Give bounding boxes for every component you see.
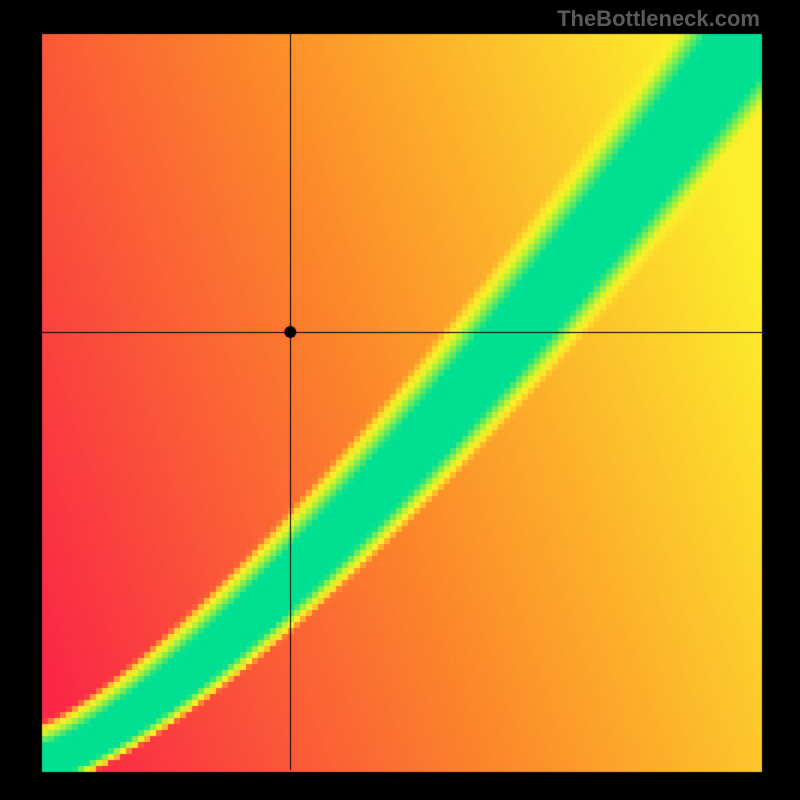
chart-container: TheBottleneck.com <box>0 0 800 800</box>
watermark-text: TheBottleneck.com <box>557 6 760 32</box>
heatmap-canvas <box>0 0 800 800</box>
